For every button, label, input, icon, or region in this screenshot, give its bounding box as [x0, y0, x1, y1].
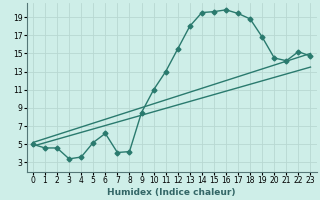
X-axis label: Humidex (Indice chaleur): Humidex (Indice chaleur): [108, 188, 236, 197]
